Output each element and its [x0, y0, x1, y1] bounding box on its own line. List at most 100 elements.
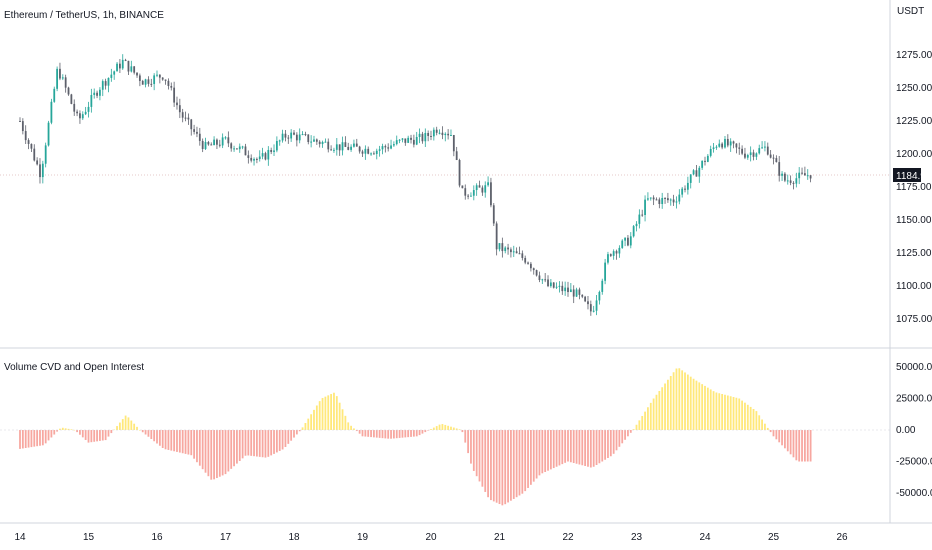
- cvd-bar: [755, 411, 758, 430]
- cvd-bar: [430, 429, 432, 430]
- cvd-bar: [706, 387, 709, 430]
- cvd-bar: [578, 430, 581, 465]
- candle: [341, 136, 344, 156]
- candle: [569, 283, 572, 293]
- candle: [370, 152, 372, 156]
- cvd-bar: [44, 430, 47, 444]
- candle: [338, 144, 341, 156]
- candle: [412, 134, 415, 148]
- candle: [764, 141, 766, 152]
- cvd-bar: [695, 380, 698, 430]
- candle: [253, 157, 255, 166]
- price-tick-label: 1225.00: [896, 116, 932, 127]
- time-axis[interactable]: 14 15 16 17 18 19 20 21 22 23 24 25 26: [14, 532, 848, 543]
- candle: [216, 138, 218, 150]
- cvd-bar: [107, 430, 110, 437]
- candle: [133, 66, 136, 75]
- candle: [755, 152, 758, 160]
- price-axis[interactable]: 1275.00 1250.00 1225.00 1200.00 1175.00 1150.…: [896, 50, 932, 325]
- candle: [601, 278, 604, 295]
- cvd-bar: [281, 430, 284, 450]
- candle: [552, 282, 555, 289]
- cvd-bar: [24, 430, 27, 448]
- cvd-bar: [521, 430, 524, 494]
- candle: [121, 54, 124, 70]
- cvd-bar: [121, 419, 124, 430]
- candle: [575, 287, 578, 297]
- candle: [638, 209, 641, 229]
- candle: [435, 126, 438, 136]
- indicator-tick-label: 50000.00: [896, 362, 932, 373]
- candle: [447, 129, 450, 140]
- candle: [672, 194, 675, 206]
- candle: [153, 73, 156, 91]
- cvd-bar: [490, 430, 492, 501]
- price-candles[interactable]: [19, 54, 812, 316]
- candle: [116, 61, 118, 72]
- cvd-bar: [127, 417, 130, 430]
- cvd-bar: [567, 430, 569, 462]
- candle: [93, 88, 96, 99]
- cvd-bar: [718, 393, 721, 430]
- cvd-bar: [50, 430, 53, 438]
- candle: [609, 253, 612, 258]
- cvd-bar: [407, 430, 410, 438]
- cvd-bar: [475, 430, 478, 477]
- candle: [184, 111, 187, 122]
- cvd-bar: [415, 430, 418, 437]
- candle: [273, 144, 275, 157]
- cvd-bar: [752, 409, 755, 430]
- candle: [258, 150, 261, 162]
- indicator-axis[interactable]: 50000.00 25000.00 0.00 -25000.00 -50000.00: [896, 362, 932, 499]
- cvd-bar: [295, 430, 298, 435]
- currency-label: USDT: [897, 6, 924, 17]
- candle: [118, 59, 121, 73]
- cvd-bar: [764, 423, 766, 430]
- cvd-bar: [59, 428, 61, 430]
- cvd-bar: [335, 396, 338, 430]
- candle: [107, 77, 110, 93]
- candle: [527, 261, 529, 265]
- candle: [373, 151, 375, 155]
- cvd-bar: [41, 430, 44, 446]
- cvd-bar: [67, 428, 70, 430]
- candle: [778, 156, 781, 182]
- cvd-bar: [555, 430, 558, 467]
- cvd-bar: [253, 430, 255, 457]
- candle: [641, 209, 644, 217]
- candle: [635, 221, 638, 232]
- candle: [404, 138, 407, 146]
- candle: [196, 126, 198, 138]
- cvd-bar: [392, 430, 395, 439]
- cvd-bar: [432, 427, 435, 430]
- candle: [150, 78, 153, 88]
- candle: [79, 110, 81, 124]
- cvd-histogram[interactable]: [19, 368, 812, 506]
- candle: [535, 269, 538, 277]
- candle: [233, 145, 235, 152]
- candle: [418, 128, 421, 144]
- cvd-bar: [267, 430, 270, 457]
- candle: [604, 258, 607, 285]
- cvd-bar: [652, 398, 655, 430]
- cvd-bar: [684, 372, 686, 430]
- candle: [59, 62, 61, 81]
- cvd-bar: [36, 430, 39, 447]
- cvd-bar: [350, 425, 352, 430]
- candle: [224, 136, 227, 140]
- cvd-bar: [361, 430, 364, 437]
- symbol-title[interactable]: Ethereum / TetherUS, 1h, BINANCE: [4, 10, 164, 21]
- cvd-bar: [658, 391, 661, 430]
- candle: [198, 127, 201, 146]
- candle: [335, 138, 338, 156]
- candle: [424, 128, 427, 147]
- cvd-bar: [627, 430, 629, 437]
- candle: [467, 193, 470, 200]
- cvd-bar: [572, 430, 575, 463]
- cvd-bar: [749, 406, 752, 430]
- candle: [749, 146, 752, 162]
- candle: [801, 167, 803, 175]
- candle: [113, 70, 116, 80]
- indicator-title[interactable]: Volume CVD and Open Interest: [4, 362, 144, 373]
